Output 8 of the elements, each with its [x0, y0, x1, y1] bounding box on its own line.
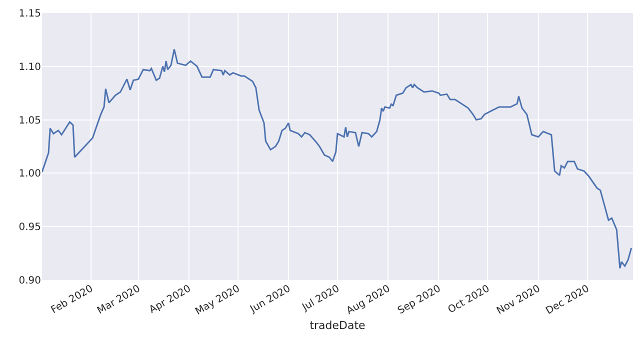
line-series	[42, 48, 632, 269]
y-tick-label: 1.00	[18, 168, 41, 180]
y-tick-label: 0.95	[18, 222, 41, 234]
x-axis-title: tradeDate	[310, 318, 366, 332]
y-tick-label: 0.90	[18, 276, 41, 286]
y-tick-label: 1.10	[18, 62, 41, 73]
y-tick-label: 1.05	[18, 115, 41, 126]
y-tick-label: 1.15	[18, 8, 41, 20]
